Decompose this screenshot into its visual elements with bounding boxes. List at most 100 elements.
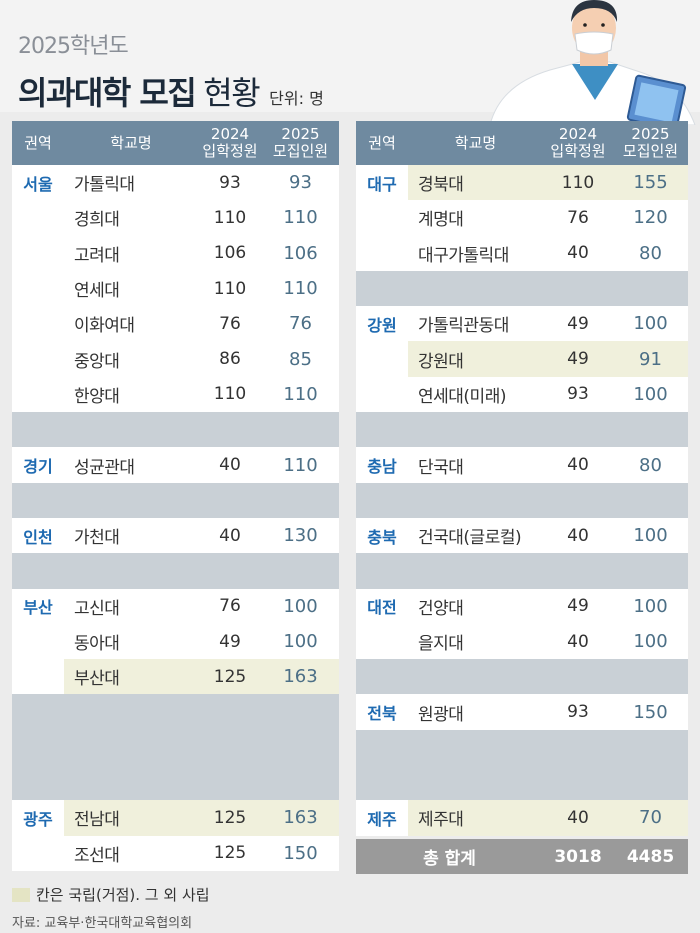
school-cell: 대구가톨릭대 [418,245,509,266]
table-row: 강원 가톨릭관동대 49 100 [356,306,688,341]
region-cell: 충북 [367,527,397,547]
table-row: 이화여대 76 76 [12,306,339,341]
col-2024-header: 2024 입학정원 [198,126,262,160]
region-cell: 부산 [23,598,53,618]
region-cell: 대전 [367,598,397,618]
value-2025-cell: 150 [283,842,318,864]
school-cell: 고려대 [74,245,120,266]
value-2024-cell: 106 [213,243,247,264]
table-row: 을지대 40 100 [356,624,688,659]
total-row: 총 합계 3018 4485 [356,839,688,874]
value-2025-cell: 130 [283,525,318,547]
table-row: 연세대(미래) 93 100 [356,377,688,412]
table-row: 계명대 76 120 [356,200,688,235]
table-row: 중앙대 86 85 [12,341,339,376]
value-2024-cell: 40 [567,455,589,476]
group-divider [356,412,688,448]
value-2025-cell: 76 [289,313,312,335]
school-cell: 성균관대 [74,457,135,478]
region-cell [12,659,64,694]
value-2025-cell: 155 [613,165,688,201]
table-row: 대구가톨릭대 40 80 [356,236,688,271]
region-cell: 경기 [23,457,53,477]
school-cell: 동아대 [74,634,120,654]
right-table-header: 권역 학교명 2024 입학정원 2025 모집인원 [356,121,688,165]
table-row: 한양대 110 110 [12,377,339,412]
school-cell: 가톨릭대 [74,175,135,196]
value-2024-cell: 110 [213,384,247,405]
table-row: 경북동국대(WISE)49120 [356,765,688,801]
group-divider [356,659,688,695]
value-2025-cell: 100 [633,525,668,547]
col-2025-header: 2025 모집인원 [613,126,688,160]
value-2024-cell: 76 [219,313,241,334]
value-2024-cell: 76 [567,207,589,228]
value-2025-cell: 80 [639,454,662,476]
table-row: 충남 단국대 40 80 [356,447,688,482]
group-divider [356,729,688,766]
table-row: 인천 가천대 40 130 [12,518,339,553]
value-2024-cell: 40 [219,455,241,476]
region-cell [12,624,64,659]
region-cell [12,200,64,235]
col-school-header: 학교명 [110,133,152,152]
value-2024-cell: 49 [543,341,613,377]
col-2025-label: 모집인원 [622,142,679,160]
school-cell: 원광대 [418,704,464,725]
table-row: 충북 건국대(글로컬) 40 100 [356,518,688,553]
table-row: 한림대76100 [356,412,688,448]
col-2024-year: 2024 [210,125,250,143]
table-row: 전북 원광대 93 150 [356,694,688,729]
col-2025-header: 2025 모집인원 [262,126,339,160]
school-cell: 계명대 [418,210,464,231]
group-divider [356,553,688,589]
school-cell: 제주대 [408,800,543,836]
school-cell: 경희대 [74,210,120,231]
col-region-header: 권역 [368,133,396,152]
value-2025-cell: 110 [283,278,318,300]
school-cell: 연세대 [74,281,120,302]
region-cell [12,306,64,341]
group-divider [12,729,339,766]
table-row: 부산 고신대 76 100 [12,589,339,624]
group-divider [356,765,688,801]
value-2025-cell: 110 [283,454,318,476]
value-2024-cell: 110 [213,207,247,228]
right-table: 권역 학교명 2024 입학정원 2025 모집인원 대구 경북대 110 155 계명대 7… [356,121,688,836]
col-2025-year: 2025 [631,125,670,143]
table-row: 경기 성균관대 40 110 [12,447,339,482]
region-cell: 전북 [367,704,397,724]
region-cell [356,200,408,235]
region-cell [356,377,408,412]
table-row: 대구 경북대 110 155 [356,165,688,201]
value-2025-cell: 80 [639,242,662,264]
table-row: 경희대 110 110 [12,200,339,235]
value-2024-cell: 86 [219,349,241,370]
table-row: 동아대 49 100 [12,624,339,659]
table-row: 조선대 125 150 [12,836,339,871]
value-2025-cell: 100 [283,595,318,617]
region-cell: 대구 [367,174,397,194]
table-row: 부산대 125 163 [12,659,339,695]
group-divider [12,765,339,801]
school-cell: 단국대 [418,457,464,478]
value-2024-cell: 93 [567,702,589,723]
value-2024-cell: 125 [198,659,262,695]
region-cell [12,236,64,271]
page-subtitle: 2025학년도 [18,34,129,59]
value-2025-cell: 100 [633,383,668,405]
region-cell: 광주 [23,809,53,829]
table-row: 대전 건양대 49 100 [356,589,688,624]
school-cell: 한양대 [74,386,120,407]
region-cell [12,341,64,376]
school-cell: 건양대 [418,598,464,619]
school-cell: 가톨릭관동대 [418,316,509,337]
table-row: 고려대 106 106 [12,236,339,271]
total-label: 총 합계 [423,849,476,869]
value-2025-cell: 85 [289,348,312,370]
table-row: 아주대40110 [12,482,339,518]
value-2024-cell: 49 [567,313,589,334]
value-2024-cell: 93 [219,172,241,193]
col-2024-year: 2024 [558,125,598,143]
